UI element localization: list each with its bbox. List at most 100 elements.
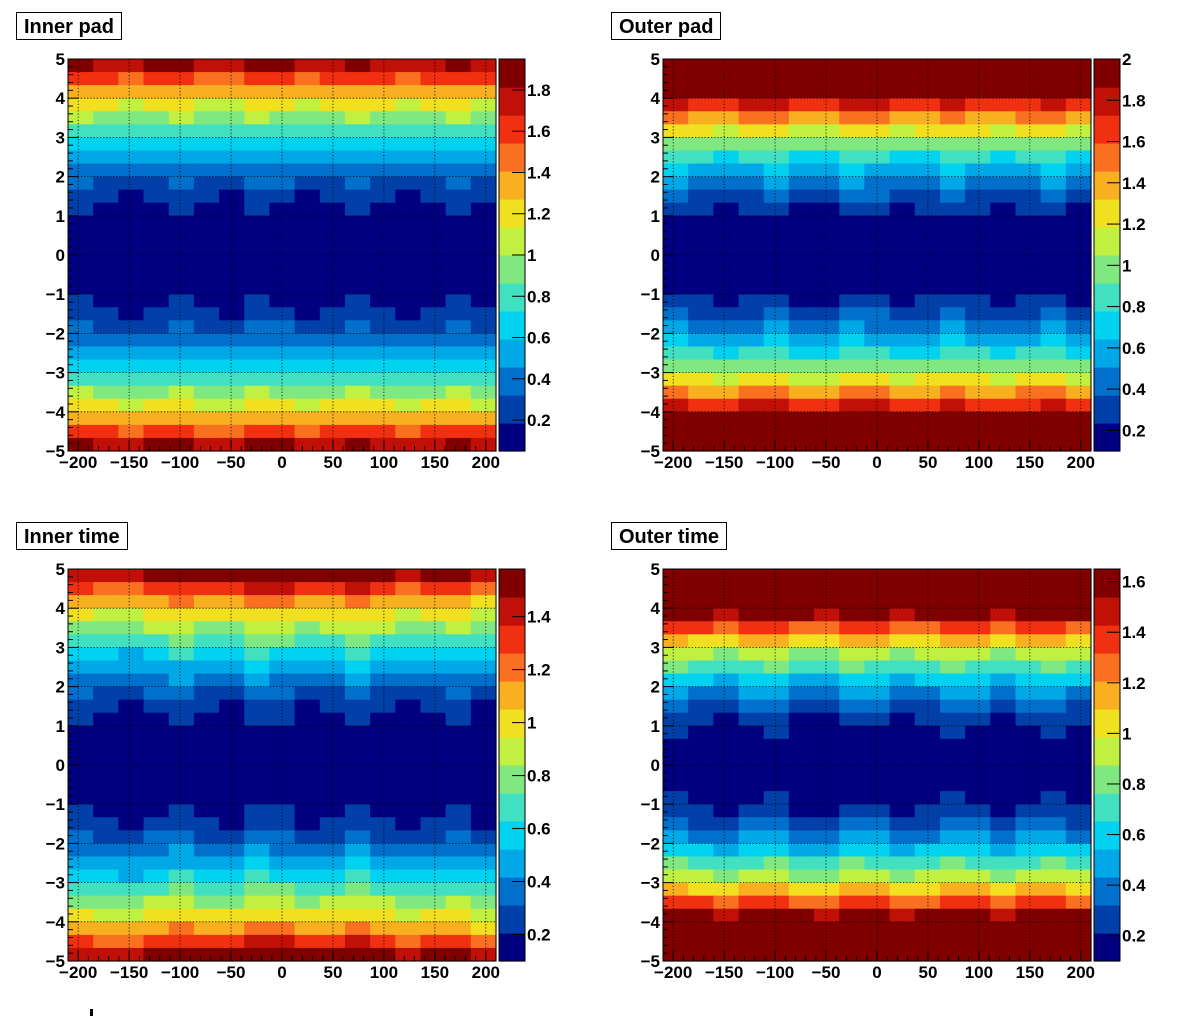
heatmap-cell <box>914 307 941 321</box>
heatmap-cell <box>93 85 119 99</box>
color-bar-segment <box>499 793 525 822</box>
heatmap-cell <box>889 947 916 962</box>
heatmap-cell <box>118 647 145 662</box>
heatmap-cell <box>143 660 170 675</box>
heatmap-cell <box>93 111 119 125</box>
heatmap-cell <box>965 908 991 923</box>
heatmap-cell <box>244 294 271 308</box>
heatmap-cell <box>688 281 714 295</box>
heatmap-cell <box>370 882 396 897</box>
y-tick-label: −4 <box>46 403 66 422</box>
heatmap-cell <box>1040 843 1067 858</box>
heatmap-cell <box>168 281 195 295</box>
heatmap-cell <box>990 882 1017 897</box>
heatmap-cell <box>738 59 765 73</box>
z-tick-label: 0.2 <box>527 411 551 430</box>
heatmap-cell <box>420 359 447 374</box>
heatmap-cell <box>713 281 740 295</box>
heatmap-cell <box>395 385 422 400</box>
heatmap-cell <box>990 72 1017 86</box>
heatmap-cell <box>965 424 991 439</box>
heatmap-cell <box>445 59 472 73</box>
heatmap-cell <box>193 804 220 818</box>
heatmap-cell <box>965 255 991 269</box>
heatmap-cell <box>395 255 422 269</box>
heatmap-cell <box>939 437 966 452</box>
heatmap-cell <box>788 569 815 583</box>
heatmap-cell <box>738 791 765 805</box>
heatmap-cell <box>939 307 966 321</box>
heatmap-cell <box>814 582 840 596</box>
heatmap-cell <box>663 372 689 387</box>
heatmap-cell <box>445 72 472 86</box>
heatmap-cell <box>713 398 740 413</box>
heatmap-cell <box>93 882 119 897</box>
heatmap-cell <box>1065 895 1092 910</box>
heatmap-cell <box>1065 934 1092 949</box>
heatmap-cell <box>1015 934 1042 949</box>
heatmap-cell <box>738 176 765 191</box>
heatmap-cell <box>939 582 966 596</box>
heatmap-cell <box>445 411 472 426</box>
heatmap-cell <box>93 869 119 884</box>
heatmap-cell <box>395 765 422 779</box>
heatmap-cell <box>763 98 790 112</box>
heatmap-cell <box>788 98 815 112</box>
heatmap-cell <box>990 738 1017 753</box>
heatmap-cell <box>420 411 447 426</box>
x-tick-label: 150 <box>421 963 449 982</box>
heatmap-cell <box>738 595 765 609</box>
heatmap-cell <box>738 281 765 295</box>
y-tick-label: 0 <box>56 246 65 265</box>
heatmap-cell <box>370 124 396 138</box>
heatmap-cell <box>244 72 271 86</box>
heatmap-cell <box>839 241 866 256</box>
heatmap-cell <box>370 712 396 727</box>
z-tick-label: 1.8 <box>527 81 551 100</box>
heatmap-cell <box>193 595 220 609</box>
heatmap-cell <box>168 712 195 727</box>
heatmap-cell <box>420 98 447 112</box>
heatmap-cell <box>370 307 396 321</box>
heatmap-cell <box>294 934 321 949</box>
heatmap-cell <box>889 908 916 923</box>
heatmap-cell <box>738 372 765 387</box>
heatmap-cell <box>713 817 740 831</box>
heatmap-cell <box>1040 228 1067 243</box>
heatmap-cell <box>889 333 916 348</box>
heatmap-cell <box>68 359 94 374</box>
heatmap-cell <box>939 843 966 858</box>
heatmap-cell <box>143 398 170 413</box>
heatmap-cell <box>395 751 422 766</box>
heatmap-cell <box>713 241 740 256</box>
heatmap-cell <box>143 751 170 766</box>
heatmap-cell <box>663 424 689 439</box>
heatmap-cell <box>889 712 916 727</box>
heatmap-cell <box>193 228 220 243</box>
heatmap-cell <box>93 163 119 178</box>
heatmap-cell <box>889 699 916 714</box>
heatmap-cell <box>839 163 866 178</box>
heatmap-cell <box>93 372 119 387</box>
heatmap-cell <box>118 255 145 269</box>
heatmap-cell <box>1015 817 1042 831</box>
heatmap-cell <box>118 268 145 282</box>
heatmap-cell <box>1065 725 1092 740</box>
heatmap-cell <box>143 59 170 73</box>
heatmap-cell <box>713 176 740 191</box>
heatmap-cell <box>939 372 966 387</box>
heatmap-cell <box>738 228 765 243</box>
heatmap-cell <box>244 98 271 112</box>
heatmap-cell <box>990 647 1017 662</box>
heatmap-cell <box>269 778 296 792</box>
heatmap-cell <box>763 621 790 635</box>
heatmap-cell <box>68 268 94 282</box>
heatmap-cell <box>939 98 966 112</box>
heatmap-cell <box>395 569 422 583</box>
heatmap-cell <box>193 634 220 648</box>
heatmap-cell <box>143 424 170 439</box>
heatmap-cell <box>445 908 472 923</box>
heatmap-cell <box>445 163 472 178</box>
heatmap-cell <box>445 882 472 897</box>
heatmap-cell <box>814 908 840 923</box>
